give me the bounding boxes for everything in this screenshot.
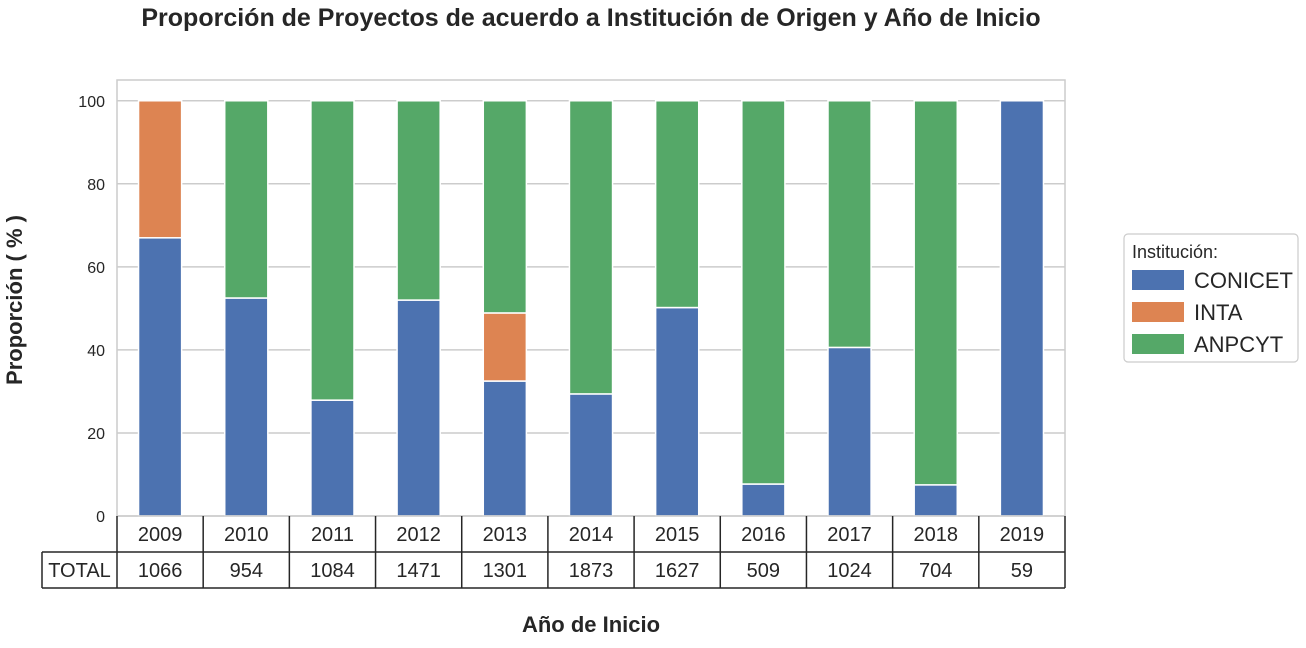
x-tick-label-2013: 2013 bbox=[483, 524, 528, 546]
legend-swatch-inta bbox=[1132, 302, 1184, 322]
bar-conicet-2014 bbox=[568, 393, 614, 517]
x-tick-label-2018: 2018 bbox=[913, 524, 958, 546]
chart-title: Proporción de Proyectos de acuerdo a Ins… bbox=[141, 4, 1040, 32]
bar-anpcyt-2017 bbox=[827, 100, 872, 349]
bar-conicet-2015 bbox=[654, 306, 700, 517]
legend-label-anpcyt: ANPCYT bbox=[1194, 332, 1283, 357]
y-tick-label-0: 0 bbox=[96, 509, 105, 526]
x-tick-label-2016: 2016 bbox=[741, 524, 786, 546]
bar-anpcyt-2012 bbox=[396, 100, 441, 301]
x-tick-label-2010: 2010 bbox=[224, 524, 269, 546]
table-total-2014: 1873 bbox=[569, 560, 614, 582]
plot-area-frame bbox=[116, 79, 1066, 517]
bar-conicet-2010 bbox=[223, 297, 269, 517]
bar-conicet-2011 bbox=[310, 399, 355, 517]
bar-conicet-2017 bbox=[827, 346, 872, 517]
legend-label-inta: INTA bbox=[1194, 300, 1243, 325]
table-total-2009: 1066 bbox=[138, 560, 183, 582]
x-axis-label: Año de Inicio bbox=[522, 612, 660, 637]
table-total-2010: 954 bbox=[230, 560, 263, 582]
y-tick-label-40: 40 bbox=[87, 343, 105, 360]
y-axis-label: Proporción ( % ) bbox=[2, 215, 27, 385]
table-row-label: TOTAL bbox=[48, 560, 111, 582]
bar-anpcyt-2018 bbox=[913, 100, 959, 486]
legend-label-conicet: CONICET bbox=[1194, 268, 1293, 293]
legend-swatch-anpcyt bbox=[1132, 334, 1184, 354]
table-total-2016: 509 bbox=[747, 560, 780, 582]
y-tick-label-20: 20 bbox=[87, 426, 105, 443]
y-tick-label-80: 80 bbox=[87, 177, 105, 194]
bar-anpcyt-2016 bbox=[741, 100, 786, 485]
legend-swatch-conicet bbox=[1132, 270, 1184, 290]
x-tick-label-2019: 2019 bbox=[1000, 524, 1045, 546]
bar-anpcyt-2013 bbox=[482, 100, 528, 314]
bar-conicet-2019 bbox=[999, 100, 1045, 517]
bar-conicet-2012 bbox=[396, 299, 441, 517]
table-total-2015: 1627 bbox=[655, 560, 700, 582]
table-total-2019: 59 bbox=[1011, 560, 1033, 582]
bar-anpcyt-2010 bbox=[223, 100, 269, 299]
x-tick-label-2017: 2017 bbox=[827, 524, 872, 546]
table-total-2018: 704 bbox=[919, 560, 952, 582]
bar-conicet-2013 bbox=[482, 380, 528, 517]
x-tick-label-2011: 2011 bbox=[311, 524, 354, 546]
bar-anpcyt-2011 bbox=[310, 100, 355, 401]
legend: Institución: CONICET INTA ANPCYT bbox=[1123, 233, 1299, 363]
y-axis-ticks: 0 20 40 60 80 100 bbox=[78, 94, 105, 526]
bars bbox=[137, 100, 1045, 517]
legend-title: Institución: bbox=[1132, 242, 1218, 262]
x-tick-label-2015: 2015 bbox=[655, 524, 700, 546]
bar-anpcyt-2014 bbox=[568, 100, 614, 395]
x-tick-label-2012: 2012 bbox=[396, 524, 441, 546]
legend-box bbox=[1123, 233, 1299, 363]
bar-inta-2013 bbox=[482, 312, 528, 382]
table-total-2017: 1024 bbox=[827, 560, 872, 582]
table-total-2012: 1471 bbox=[396, 560, 441, 582]
table-total-2011: 1084 bbox=[310, 560, 355, 582]
x-tick-label-2009: 2009 bbox=[138, 524, 183, 546]
y-tick-label-100: 100 bbox=[78, 94, 105, 111]
bar-conicet-2018 bbox=[913, 484, 959, 517]
y-tick-label-60: 60 bbox=[87, 260, 105, 277]
bar-conicet-2016 bbox=[741, 483, 786, 517]
bar-conicet-2009 bbox=[137, 237, 183, 517]
x-tick-label-2014: 2014 bbox=[569, 524, 614, 546]
totals-table: 2009 1066 2010 954 2011 1084 2012 1471 2013 1301 2… bbox=[41, 516, 1066, 589]
bar-anpcyt-2015 bbox=[654, 100, 700, 309]
bar-inta-2009 bbox=[137, 100, 183, 239]
table-total-2013: 1301 bbox=[483, 560, 528, 582]
